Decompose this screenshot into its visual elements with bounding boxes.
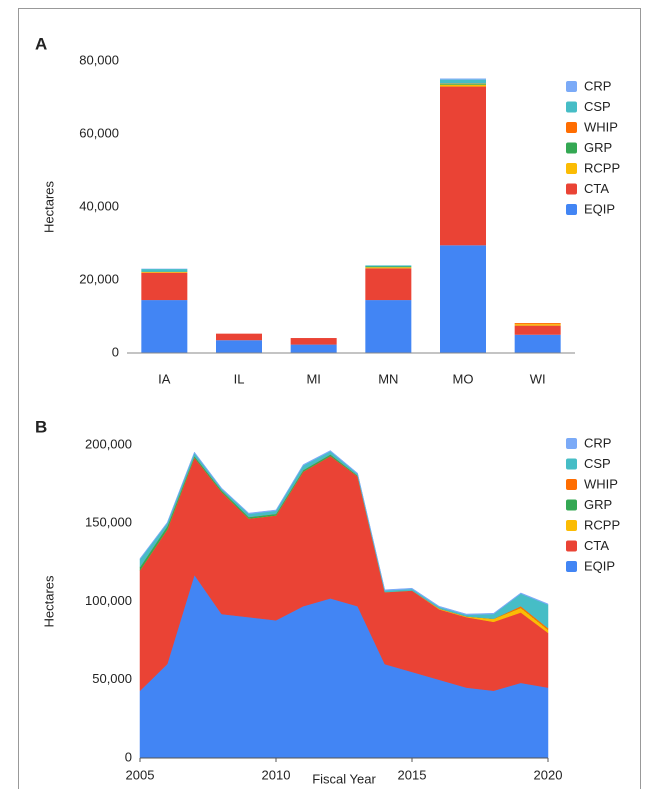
bar-segment xyxy=(290,338,337,345)
legend-swatch xyxy=(566,183,577,195)
legend-label: RCPP xyxy=(584,160,620,175)
legend-swatch xyxy=(566,101,577,113)
x-tick-label: IL xyxy=(234,371,245,386)
x-tick-label: 2010 xyxy=(262,767,291,782)
y-axis-title: Hectares xyxy=(41,180,56,233)
y-tick-label: 60,000 xyxy=(79,125,119,140)
y-tick-label: 40,000 xyxy=(79,198,119,213)
x-tick-label: MO xyxy=(453,371,474,386)
legend-label: RCPP xyxy=(584,517,620,532)
x-tick-label: MN xyxy=(378,371,398,386)
bar-segment xyxy=(141,269,188,272)
bar-segment xyxy=(440,78,486,80)
bar-segment xyxy=(365,265,412,267)
x-tick-label: IA xyxy=(158,371,171,386)
legend-label: CTA xyxy=(584,538,609,553)
x-tick-label: 2015 xyxy=(398,767,427,782)
bar-segment xyxy=(440,245,486,353)
bar-segment xyxy=(440,86,486,246)
bar-segment xyxy=(514,323,561,325)
legend-swatch xyxy=(566,81,577,92)
legend-swatch xyxy=(566,520,577,531)
legend-swatch xyxy=(566,204,577,215)
y-tick-label: 50,000 xyxy=(92,671,132,686)
panel-label: A xyxy=(35,34,47,53)
legend-label: CTA xyxy=(584,181,609,196)
legend-swatch xyxy=(566,438,577,449)
bar-segment xyxy=(365,267,412,269)
bar-segment xyxy=(365,300,412,353)
bar-segment xyxy=(141,300,188,353)
legend-label: EQIP xyxy=(584,201,615,216)
legend-swatch xyxy=(566,122,577,133)
legend-label: WHIP xyxy=(584,119,618,134)
x-axis-title: Fiscal Year xyxy=(312,771,376,786)
bar-segment xyxy=(141,271,188,273)
bar-segment xyxy=(440,83,486,85)
legend-label: CRP xyxy=(584,435,611,450)
legend-label: GRP xyxy=(584,497,612,512)
legend-label: EQIP xyxy=(584,558,615,573)
legend-label: CRP xyxy=(584,78,611,93)
legend-label: GRP xyxy=(584,140,612,155)
bar-segment xyxy=(514,324,561,326)
y-tick-label: 80,000 xyxy=(79,52,119,67)
bar-segment xyxy=(141,272,188,301)
legend-label: CSP xyxy=(584,99,611,114)
panel-label: B xyxy=(35,417,47,436)
legend-swatch xyxy=(566,142,577,154)
y-tick-label: 20,000 xyxy=(79,271,119,286)
legend-label: CSP xyxy=(584,456,611,471)
bar-segment xyxy=(514,334,561,353)
bar-segment xyxy=(365,268,412,301)
legend-swatch xyxy=(566,540,577,552)
legend-swatch xyxy=(566,479,577,490)
bar-segment xyxy=(514,325,561,335)
y-tick-label: 0 xyxy=(125,749,132,764)
legend-swatch xyxy=(566,561,577,572)
x-tick-label: MI xyxy=(306,371,320,386)
y-tick-label: 200,000 xyxy=(85,436,132,451)
y-tick-label: 150,000 xyxy=(85,515,132,530)
legend-label: WHIP xyxy=(584,476,618,491)
legend-swatch xyxy=(566,458,577,470)
bar-segment xyxy=(290,344,337,353)
legend-swatch xyxy=(566,163,577,174)
bar-segment xyxy=(440,79,486,84)
area xyxy=(139,450,549,616)
y-tick-label: 0 xyxy=(112,344,119,359)
bar-segment xyxy=(216,340,262,353)
y-tick-label: 100,000 xyxy=(85,593,132,608)
legend-swatch xyxy=(566,499,577,511)
bar-segment xyxy=(440,84,486,87)
x-tick-label: 2005 xyxy=(126,767,155,782)
frame xyxy=(18,8,641,789)
y-axis-title: Hectares xyxy=(41,575,56,628)
bar-segment xyxy=(365,266,412,268)
x-tick-label: 2020 xyxy=(534,767,563,782)
bar-segment xyxy=(216,333,262,341)
x-tick-label: WI xyxy=(530,371,546,386)
